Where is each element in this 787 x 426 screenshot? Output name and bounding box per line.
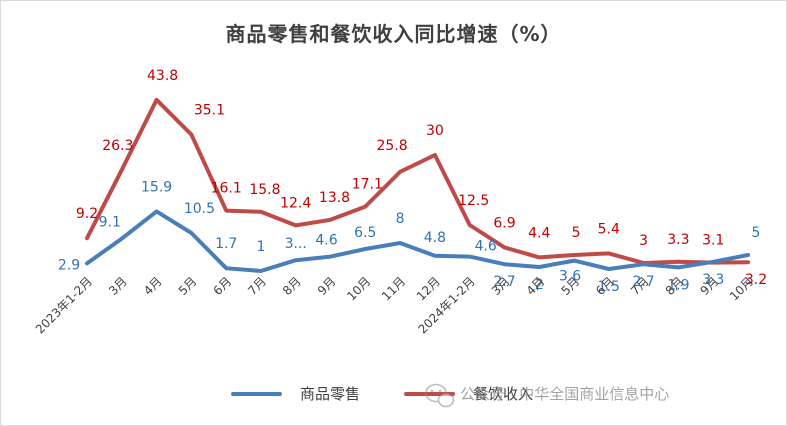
x-tick-label: 7月: [245, 274, 269, 298]
retail-data-label: 10.5: [184, 201, 215, 217]
retail-data-label: 1.7: [215, 236, 237, 252]
retail-data-label: 3...: [285, 236, 307, 252]
x-tick-label: 2023年1-2月: [33, 274, 95, 336]
retail-data-label: 1.9: [667, 277, 689, 293]
catering-data-label: 12.5: [458, 193, 489, 209]
catering-data-label: 35.1: [194, 103, 225, 119]
catering-data-label: 3: [639, 233, 648, 249]
catering-data-label: 15.8: [249, 182, 280, 198]
catering-data-label: 5.4: [598, 221, 620, 237]
retail-data-label: 2.7: [493, 274, 515, 290]
catering-data-label: 6.9: [493, 215, 515, 231]
retail-data-label: 3.3: [702, 272, 724, 288]
catering-data-label: 16.1: [211, 181, 242, 197]
catering-data-label: 5: [572, 225, 581, 241]
x-axis-tick-labels: 2023年1-2月 3月 4月 5月 6月 7月 8月 9月 10月 11月 12月2024年1-2…: [33, 274, 756, 336]
retail-data-label: 9.1: [99, 215, 121, 231]
catering-data-label: 3.2: [745, 272, 767, 288]
catering-data-label: 9.2: [76, 206, 98, 222]
retail-data-label: 6.5: [354, 225, 376, 241]
catering-data-label: 12.4: [280, 195, 311, 211]
x-tick-label: 10月: [344, 274, 373, 303]
catering-data-label: 4.4: [528, 225, 550, 241]
retail-data-label: 3.6: [559, 269, 581, 285]
retail-data-label: 15.9: [141, 179, 172, 195]
x-tick-label: 4月: [141, 274, 165, 298]
retail-data-label: 2.9: [58, 257, 80, 273]
retail-data-label: 5: [752, 225, 761, 241]
retail-data-label: 8: [396, 211, 405, 227]
legend: 商品零售 餐饮收入: [231, 385, 533, 403]
series-line-catering: [85, 97, 750, 265]
x-tick-label: 4月: [524, 274, 548, 298]
x-tick-label: 12月: [414, 274, 443, 303]
catering-data-label: 3.3: [667, 232, 689, 248]
catering-data-label: 25.8: [377, 138, 408, 154]
watermark-text: 公众号 · 中华全国商业信息中心: [460, 385, 669, 403]
retail-data-label: 4.6: [475, 239, 497, 255]
series-line-retail: [85, 209, 750, 273]
retail-data-label: 4.6: [315, 233, 337, 249]
catering-data-label: 26.3: [102, 138, 133, 154]
x-tick-label: 6月: [211, 274, 235, 298]
chart-title: 商品零售和餐饮收入同比增速（%）: [225, 22, 562, 46]
retail-data-label: 2.7: [632, 274, 654, 290]
retail-data-label: 1: [256, 239, 265, 255]
x-tick-label: 8月: [280, 274, 304, 298]
catering-data-label: 3.1: [702, 233, 724, 249]
catering-data-label: 30: [426, 123, 444, 139]
x-tick-label: 11月: [379, 274, 408, 303]
x-tick-label: 9月: [315, 274, 339, 298]
watermark: 公众号 · 中华全国商业信息中心: [425, 383, 669, 408]
retail-data-label: 2: [535, 277, 544, 293]
x-tick-label: 3月: [106, 274, 130, 298]
catering-data-label: 43.8: [147, 68, 178, 84]
retail-data-label: 1.5: [598, 279, 620, 295]
legend-label: 餐饮收入: [473, 385, 533, 403]
wechat-icon: [425, 383, 455, 408]
legend-label: 商品零售: [300, 385, 360, 403]
catering-data-label: 13.8: [319, 190, 350, 206]
retail-data-label: 4.8: [424, 230, 446, 246]
series-lines: [85, 97, 750, 273]
data-labels: 2.99.115.910.51.7 1 3... 4.6 6.584.84.62.7 23…: [58, 68, 767, 295]
catering-data-label: 17.1: [352, 177, 383, 193]
x-tick-label: 5月: [176, 274, 200, 298]
